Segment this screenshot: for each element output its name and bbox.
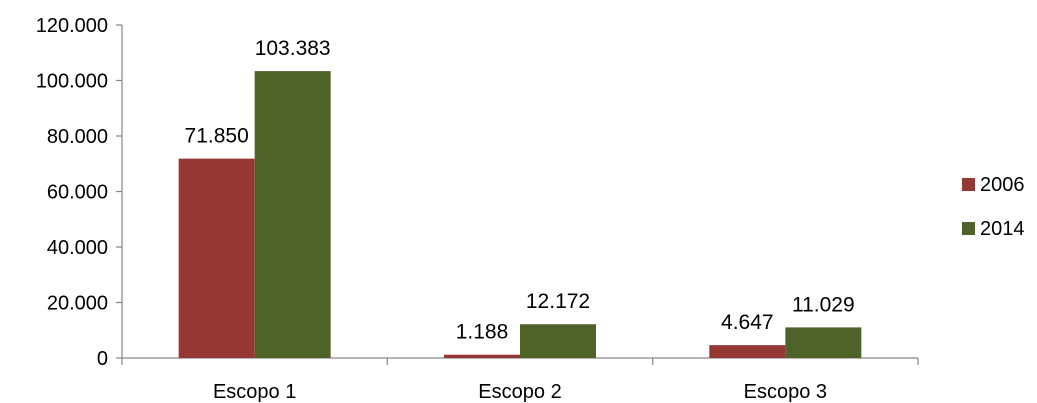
legend-label-2014: 2014: [980, 218, 1025, 240]
legend-swatch-2006: [962, 178, 975, 191]
y-tick-label: 0: [97, 348, 108, 370]
bar-2014-escopo-3: [785, 327, 862, 358]
x-tick-label-escopo-3: Escopo 3: [744, 381, 827, 403]
data-label-2014-escopo-2: 12.172: [526, 290, 590, 313]
y-tick-label: 120.000: [36, 15, 108, 37]
y-tick-label: 80.000: [47, 126, 108, 148]
y-tick-label: 20.000: [47, 293, 108, 315]
data-labels: 71.850 103.383 1.188 12.172 4.647 11.029: [185, 37, 855, 344]
bar-2006-escopo-1: [178, 158, 255, 358]
x-axis: Escopo 1 Escopo 2 Escopo 3: [121, 357, 919, 403]
bar-2014-escopo-1: [254, 71, 331, 358]
y-tick-label: 60.000: [47, 182, 108, 204]
bar-2006-escopo-3: [709, 345, 786, 358]
data-label-2006-escopo-3: 4.647: [721, 311, 774, 334]
bar-2006-escopo-2: [444, 354, 520, 358]
bars: [178, 71, 862, 358]
x-tick-label-escopo-1: Escopo 1: [213, 381, 296, 403]
y-tick-label: 100.000: [36, 71, 108, 93]
legend-label-2006: 2006: [980, 174, 1025, 196]
legend-swatch-2014: [962, 222, 975, 235]
data-label-2006-escopo-2: 1.188: [456, 321, 509, 344]
data-label-2014-escopo-3: 11.029: [792, 293, 855, 316]
y-axis: 0 20.000 40.000 60.000 80.000 100.000 120.000: [36, 15, 123, 370]
y-tick-label: 40.000: [47, 237, 108, 259]
x-tick-label-escopo-2: Escopo 2: [478, 381, 561, 403]
legend: 2006 2014: [962, 174, 1025, 240]
data-label-2014-escopo-1: 103.383: [255, 37, 331, 60]
bar-2014-escopo-2: [520, 324, 596, 358]
data-label-2006-escopo-1: 71.850: [185, 125, 249, 148]
